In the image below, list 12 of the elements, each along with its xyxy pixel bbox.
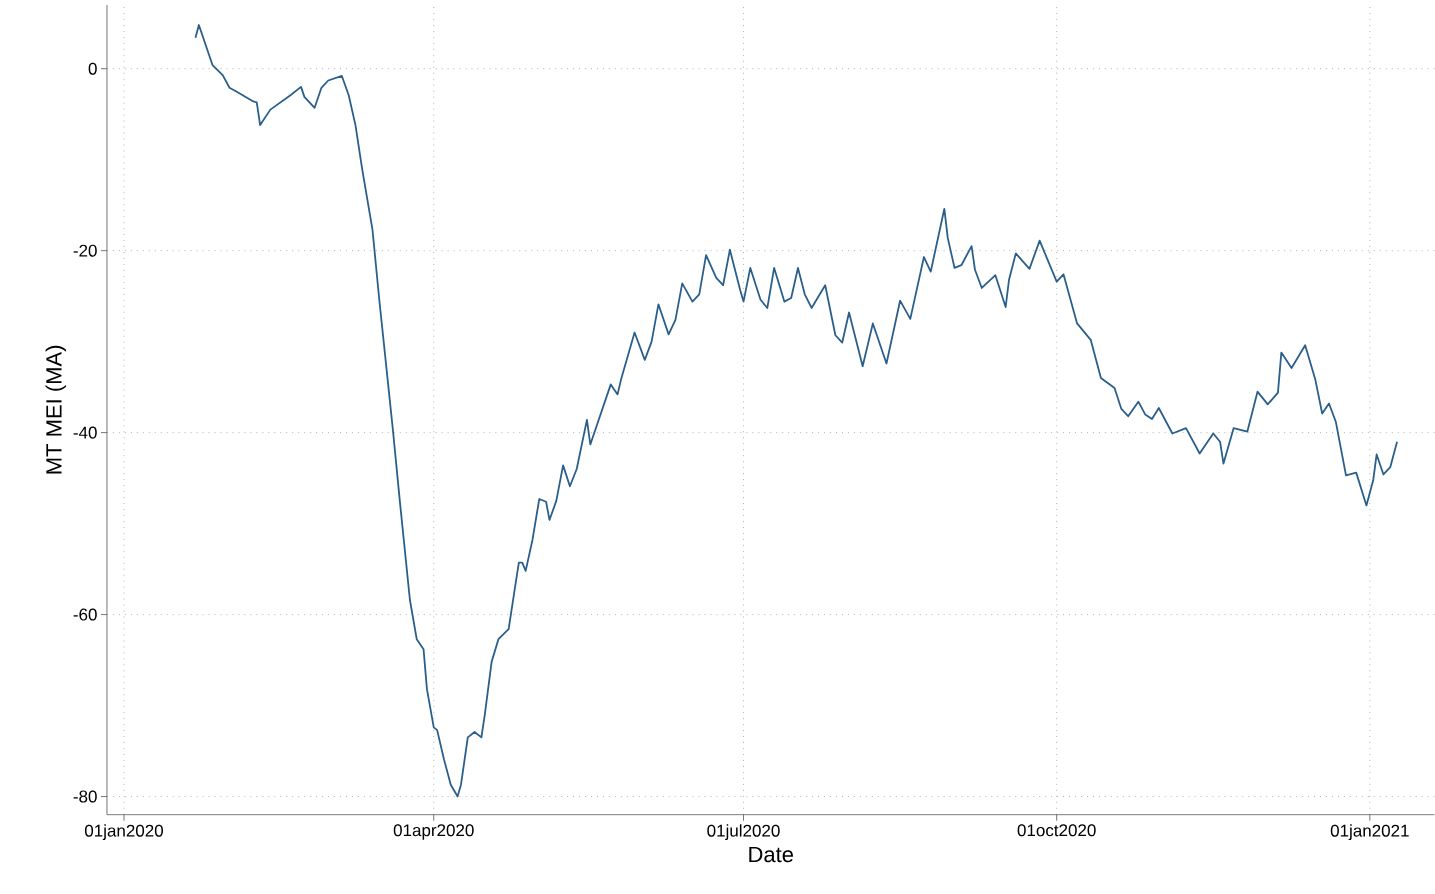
x-axis-title: Date bbox=[749, 847, 793, 863]
x-tick-label: 01jan2020 bbox=[84, 824, 163, 841]
x-tick-label: 01apr2020 bbox=[393, 824, 474, 840]
y-tick-label: -40 bbox=[73, 426, 97, 439]
x-tick-label: 01jan2021 bbox=[1330, 824, 1409, 841]
y-tick-label: -60 bbox=[73, 608, 97, 621]
x-tick-label: 01jul2020 bbox=[707, 824, 780, 841]
y-tick-label: -20 bbox=[73, 244, 97, 257]
y-axis-title: MT MEI (MA) bbox=[45, 346, 67, 474]
x-tick-label: 01oct2020 bbox=[1017, 824, 1096, 837]
y-tick-label: 0 bbox=[88, 62, 97, 75]
y-tick-label: -80 bbox=[73, 790, 97, 803]
